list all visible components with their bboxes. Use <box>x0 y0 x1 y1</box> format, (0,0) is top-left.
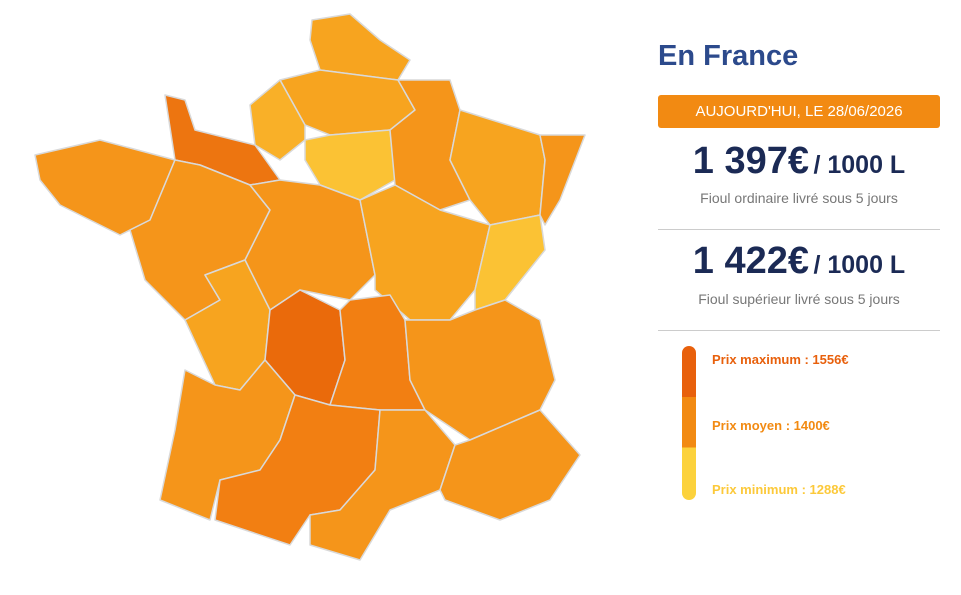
legend-max: Prix maximum : 1556€ <box>712 352 849 367</box>
date-banner: AUJOURD'HUI, LE 28/06/2026 <box>658 95 940 128</box>
legend-bar <box>682 346 696 500</box>
region <box>309 13 411 81</box>
price: 1 397€ <box>692 140 810 182</box>
region <box>539 134 586 226</box>
unit: / 1000 L <box>813 151 906 179</box>
region <box>449 109 546 226</box>
region <box>304 129 396 201</box>
region <box>244 179 376 311</box>
legend-min: Prix minimum : 1288€ <box>712 482 846 497</box>
france-map <box>34 13 586 561</box>
region <box>404 299 556 441</box>
region <box>309 409 456 561</box>
region <box>214 394 381 546</box>
legend-mean: Prix moyen : 1400€ <box>712 418 830 433</box>
price-line: 1 422€ / 1000 L <box>658 240 940 283</box>
region <box>439 409 581 521</box>
region <box>389 79 471 211</box>
price-description: Fioul supérieur livré sous 5 jours <box>698 291 900 307</box>
region <box>359 184 491 321</box>
separator <box>658 330 940 331</box>
price-line: 1 397€ / 1000 L <box>658 140 940 183</box>
price-description: Fioul ordinaire livré sous 5 jours <box>700 190 898 206</box>
title: En France <box>658 40 799 72</box>
price: 1 422€ <box>692 240 810 282</box>
unit: / 1000 L <box>813 251 906 279</box>
separator <box>658 229 940 230</box>
